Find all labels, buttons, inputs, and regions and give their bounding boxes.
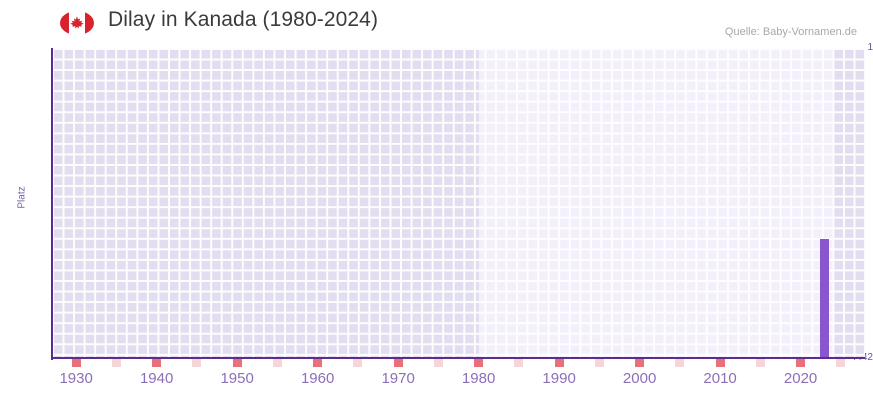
- x-tickmark-1930: [71, 359, 81, 367]
- x-tickmark-1950: [232, 359, 242, 367]
- bar-2023: [820, 239, 830, 358]
- x-tickmark-2000: [635, 359, 645, 367]
- x-tickmark-1980: [474, 359, 484, 367]
- x-axis-label-2000: 2000: [622, 370, 657, 387]
- x-axis-labels: 1930 1940 1950 1960 1970 1980 1990 2000 2010 2020: [0, 370, 873, 398]
- x-tickmark-1945: [192, 359, 202, 367]
- x-tickmark-1975: [433, 359, 443, 367]
- x-axis-label-2010: 2010: [703, 370, 737, 387]
- x-tickmark-1990: [554, 359, 564, 367]
- x-tickmark-1955: [272, 359, 282, 367]
- x-axis-label-1950: 1950: [220, 370, 254, 387]
- x-tickmark-1935: [111, 359, 121, 367]
- maple-leaf-icon: [70, 16, 84, 29]
- x-tickmark-2005: [675, 359, 685, 367]
- source-attribution: Quelle: Baby-Vornamen.de: [724, 26, 857, 38]
- x-tickmark-2015: [755, 359, 765, 367]
- x-axis-label-1990: 1990: [542, 370, 576, 387]
- x-axis-label-1930: 1930: [59, 370, 93, 387]
- y-axis-tick-top: 1: [867, 42, 873, 53]
- x-axis-label-2020: 2020: [783, 370, 818, 387]
- page-title: Dilay in Kanada (1980-2024): [108, 8, 379, 31]
- chart-header: Dilay in Kanada (1980-2024) Quelle: Baby…: [0, 0, 873, 46]
- y-axis-line: [51, 48, 53, 360]
- grid-lines: [52, 48, 865, 358]
- flag-band-right: [85, 11, 94, 35]
- x-axis-label-1940: 1940: [139, 370, 174, 387]
- x-tickmark-1970: [393, 359, 403, 367]
- y-axis-title: Platz: [16, 186, 28, 209]
- x-tickmark-2010: [715, 359, 725, 367]
- x-axis-line: [51, 357, 865, 359]
- x-axis-label-1970: 1970: [381, 370, 415, 387]
- flag-band-left: [60, 11, 69, 35]
- x-tickmark-1965: [353, 359, 363, 367]
- canada-flag-icon: [60, 11, 94, 35]
- x-tickmark-1985: [514, 359, 524, 367]
- x-tickmark-2025: [836, 359, 846, 367]
- x-tickmark-2020: [796, 359, 806, 367]
- x-axis-label-1980: 1980: [461, 370, 496, 387]
- x-tickmark-1940: [152, 359, 162, 367]
- x-tickmark-1960: [313, 359, 323, 367]
- x-axis-tickmarks: [52, 359, 865, 367]
- plot-area: [52, 48, 865, 358]
- x-axis-label-1960: 1960: [300, 370, 335, 387]
- x-tickmark-1995: [594, 359, 604, 367]
